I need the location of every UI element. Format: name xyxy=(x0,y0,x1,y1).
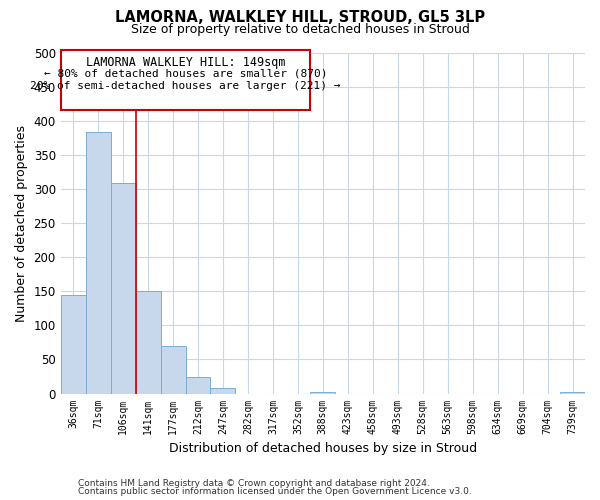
Text: 20% of semi-detached houses are larger (221) →: 20% of semi-detached houses are larger (… xyxy=(30,81,341,91)
Bar xyxy=(560,392,585,394)
Text: Contains public sector information licensed under the Open Government Licence v3: Contains public sector information licen… xyxy=(78,487,472,496)
Bar xyxy=(185,377,211,394)
Text: Contains HM Land Registry data © Crown copyright and database right 2024.: Contains HM Land Registry data © Crown c… xyxy=(78,478,430,488)
Text: LAMORNA WALKLEY HILL: 149sqm: LAMORNA WALKLEY HILL: 149sqm xyxy=(86,56,285,69)
Text: ← 80% of detached houses are smaller (870): ← 80% of detached houses are smaller (87… xyxy=(44,69,327,79)
Bar xyxy=(61,296,86,394)
Bar xyxy=(110,184,136,394)
X-axis label: Distribution of detached houses by size in Stroud: Distribution of detached houses by size … xyxy=(169,442,477,455)
Bar xyxy=(310,392,335,394)
Text: LAMORNA, WALKLEY HILL, STROUD, GL5 3LP: LAMORNA, WALKLEY HILL, STROUD, GL5 3LP xyxy=(115,10,485,25)
Bar xyxy=(86,132,110,394)
Bar xyxy=(136,291,161,394)
Bar xyxy=(161,346,185,394)
Y-axis label: Number of detached properties: Number of detached properties xyxy=(15,124,28,322)
Bar xyxy=(211,388,235,394)
Text: Size of property relative to detached houses in Stroud: Size of property relative to detached ho… xyxy=(131,22,469,36)
